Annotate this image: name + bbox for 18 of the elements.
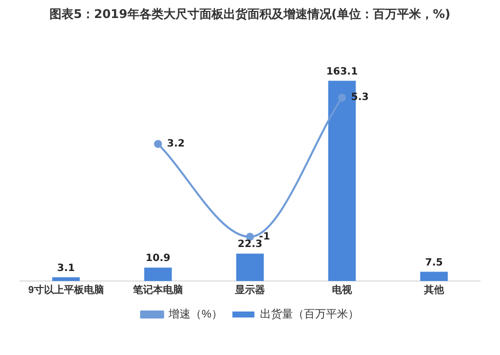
x-tick-label: 其他 [423, 284, 445, 296]
data-label: 22.3 [238, 239, 262, 250]
data-label: 7.5 [425, 257, 443, 268]
bar [420, 272, 448, 281]
x-tick-label: 笔记本电脑 [132, 284, 183, 296]
bar [144, 268, 172, 281]
x-tick-label: 9寸以上平板电脑 [28, 284, 104, 296]
data-label: 163.1 [326, 66, 358, 78]
chart-title: 图表5：2019年各类大尺寸面板出货面积及增速情况(单位：百万平米，%) [48, 6, 452, 23]
bar [52, 277, 80, 281]
data-label: 10.9 [146, 253, 170, 264]
bar [236, 254, 264, 281]
legend-label: 增速（%） [168, 308, 222, 321]
legend-label: 出货量（百万平米） [260, 308, 359, 321]
data-label: 3.1 [57, 262, 75, 274]
x-tick-label: 电视 [332, 284, 353, 296]
data-label: 3.2 [167, 138, 185, 150]
x-tick-label: 显示器 [234, 284, 265, 296]
